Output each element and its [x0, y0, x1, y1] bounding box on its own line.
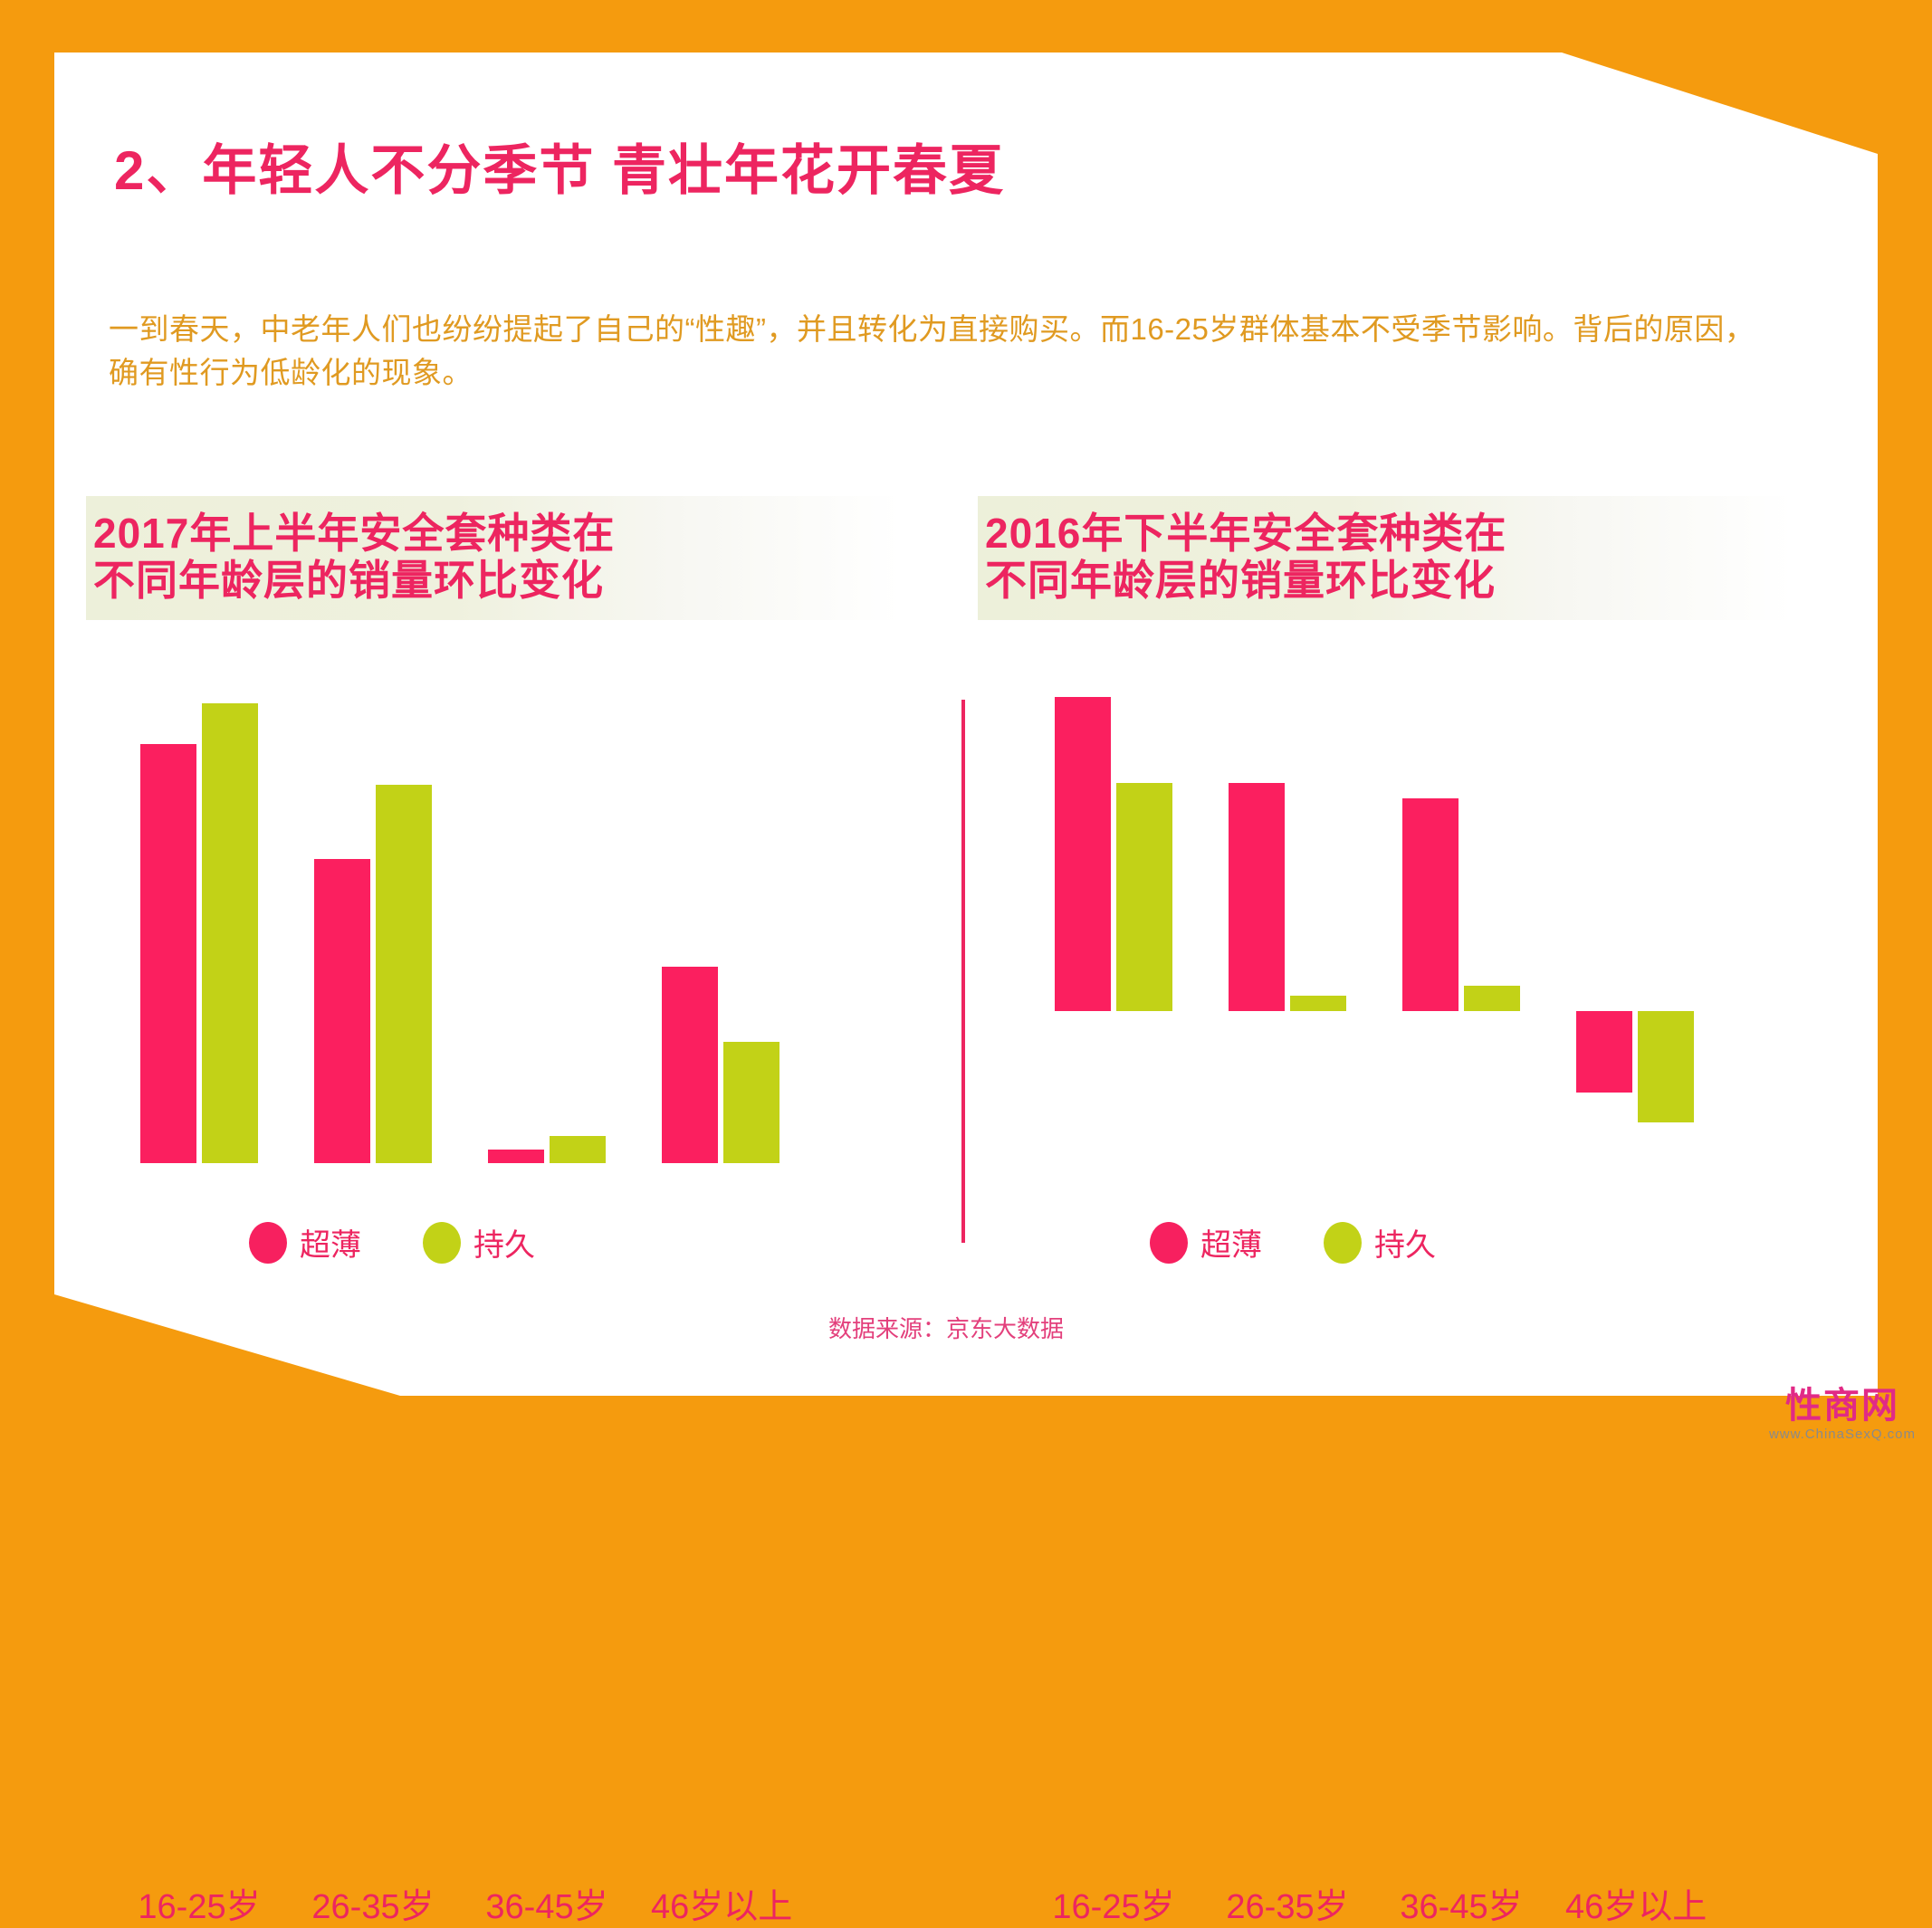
- bar-group: [662, 656, 834, 1164]
- chart-panel-2016-h2: 2016年下半年安全套种类在 不同年龄层的销量环比变化 16-25岁 26-35岁…: [978, 496, 1793, 1926]
- category-label: 36-45岁: [1400, 1888, 1523, 1927]
- legend-label: 持久: [1374, 1228, 1436, 1263]
- bar-持久: [202, 703, 258, 1164]
- bar-持久: [723, 1041, 779, 1164]
- category-label: 26-35岁: [1226, 1888, 1349, 1927]
- watermark-url: www.ChinaSexQ.com: [1768, 1427, 1916, 1442]
- category-label: 46岁以上: [651, 1888, 793, 1927]
- legend-2016-h2: 超薄 持久: [1150, 1220, 1436, 1265]
- legend-item: 持久: [423, 1220, 535, 1265]
- legend-2017-h1: 超薄 持久: [249, 1220, 535, 1265]
- bar-plot-2016-h2: [978, 656, 1793, 1163]
- bar-超薄: [1055, 696, 1111, 1012]
- bar-超薄: [1576, 1011, 1632, 1093]
- bar-持久: [1290, 996, 1346, 1012]
- bar-超薄: [314, 859, 370, 1164]
- green-dot-icon: [1324, 1221, 1362, 1264]
- category-label: 46岁以上: [1565, 1888, 1707, 1927]
- bar-持久: [1464, 986, 1520, 1012]
- legend-item: 持久: [1324, 1220, 1436, 1265]
- chart-title-line-1: 2016年下半年安全套种类在: [985, 510, 1507, 557]
- bar-group: [314, 656, 486, 1164]
- bar-超薄: [488, 1150, 544, 1164]
- category-label: 16-25岁: [1052, 1888, 1175, 1927]
- chart-title-2017-h1: 2017年上半年安全套种类在 不同年龄层的销量环比变化: [86, 496, 901, 621]
- bar-group: [1402, 656, 1574, 1163]
- page-title: 2、年轻人不分季节 青壮年花开春夏: [114, 140, 1006, 201]
- chart-title-line-2: 不同年龄层的销量环比变化: [93, 556, 604, 604]
- pink-dot-icon: [1150, 1221, 1188, 1264]
- legend-label: 超薄: [1200, 1228, 1262, 1263]
- category-label: 26-35岁: [311, 1888, 435, 1927]
- content-card: [54, 52, 1878, 1396]
- chart-panel-2017-h1: 2017年上半年安全套种类在 不同年龄层的销量环比变化 16-25岁 26-35岁…: [86, 496, 901, 1926]
- bar-超薄: [1229, 783, 1285, 1012]
- source-note: 数据来源：京东大数据: [828, 1315, 1065, 1342]
- legend-label: 持久: [473, 1228, 535, 1263]
- panel-divider: [961, 700, 965, 1243]
- legend-label: 超薄: [300, 1228, 361, 1263]
- watermark: 性商网 www.ChinaSexQ.com: [1769, 1388, 1916, 1441]
- bar-group: [140, 656, 312, 1164]
- chart-title-line-2: 不同年龄层的销量环比变化: [985, 556, 1496, 604]
- pink-dot-icon: [249, 1221, 287, 1264]
- bar-group: [488, 656, 660, 1164]
- bar-group: [1576, 656, 1748, 1163]
- bar-group: [1055, 656, 1227, 1163]
- bar-plot-2017-h1: [86, 656, 901, 1164]
- bar-超薄: [1402, 797, 1459, 1012]
- legend-item: 超薄: [1150, 1220, 1262, 1265]
- green-dot-icon: [423, 1221, 461, 1264]
- chart-title-line-1: 2017年上半年安全套种类在: [93, 510, 616, 557]
- category-label: 36-45岁: [485, 1888, 608, 1927]
- bar-持久: [1638, 1011, 1694, 1123]
- legend-item: 超薄: [249, 1220, 361, 1265]
- category-label: 16-25岁: [138, 1888, 261, 1927]
- bar-超薄: [662, 967, 718, 1164]
- intro-paragraph: 一到春天，中老年人们也纷纷提起了自己的“性趣”，并且转化为直接购买。而16-25…: [109, 312, 1755, 389]
- bar-持久: [376, 784, 432, 1164]
- bar-持久: [1116, 783, 1172, 1012]
- chart-title-2016-h2: 2016年下半年安全套种类在 不同年龄层的销量环比变化: [978, 496, 1793, 621]
- bar-group: [1229, 656, 1401, 1163]
- bar-持久: [550, 1136, 606, 1164]
- bar-超薄: [140, 744, 196, 1164]
- watermark-brand: 性商网: [1784, 1386, 1899, 1426]
